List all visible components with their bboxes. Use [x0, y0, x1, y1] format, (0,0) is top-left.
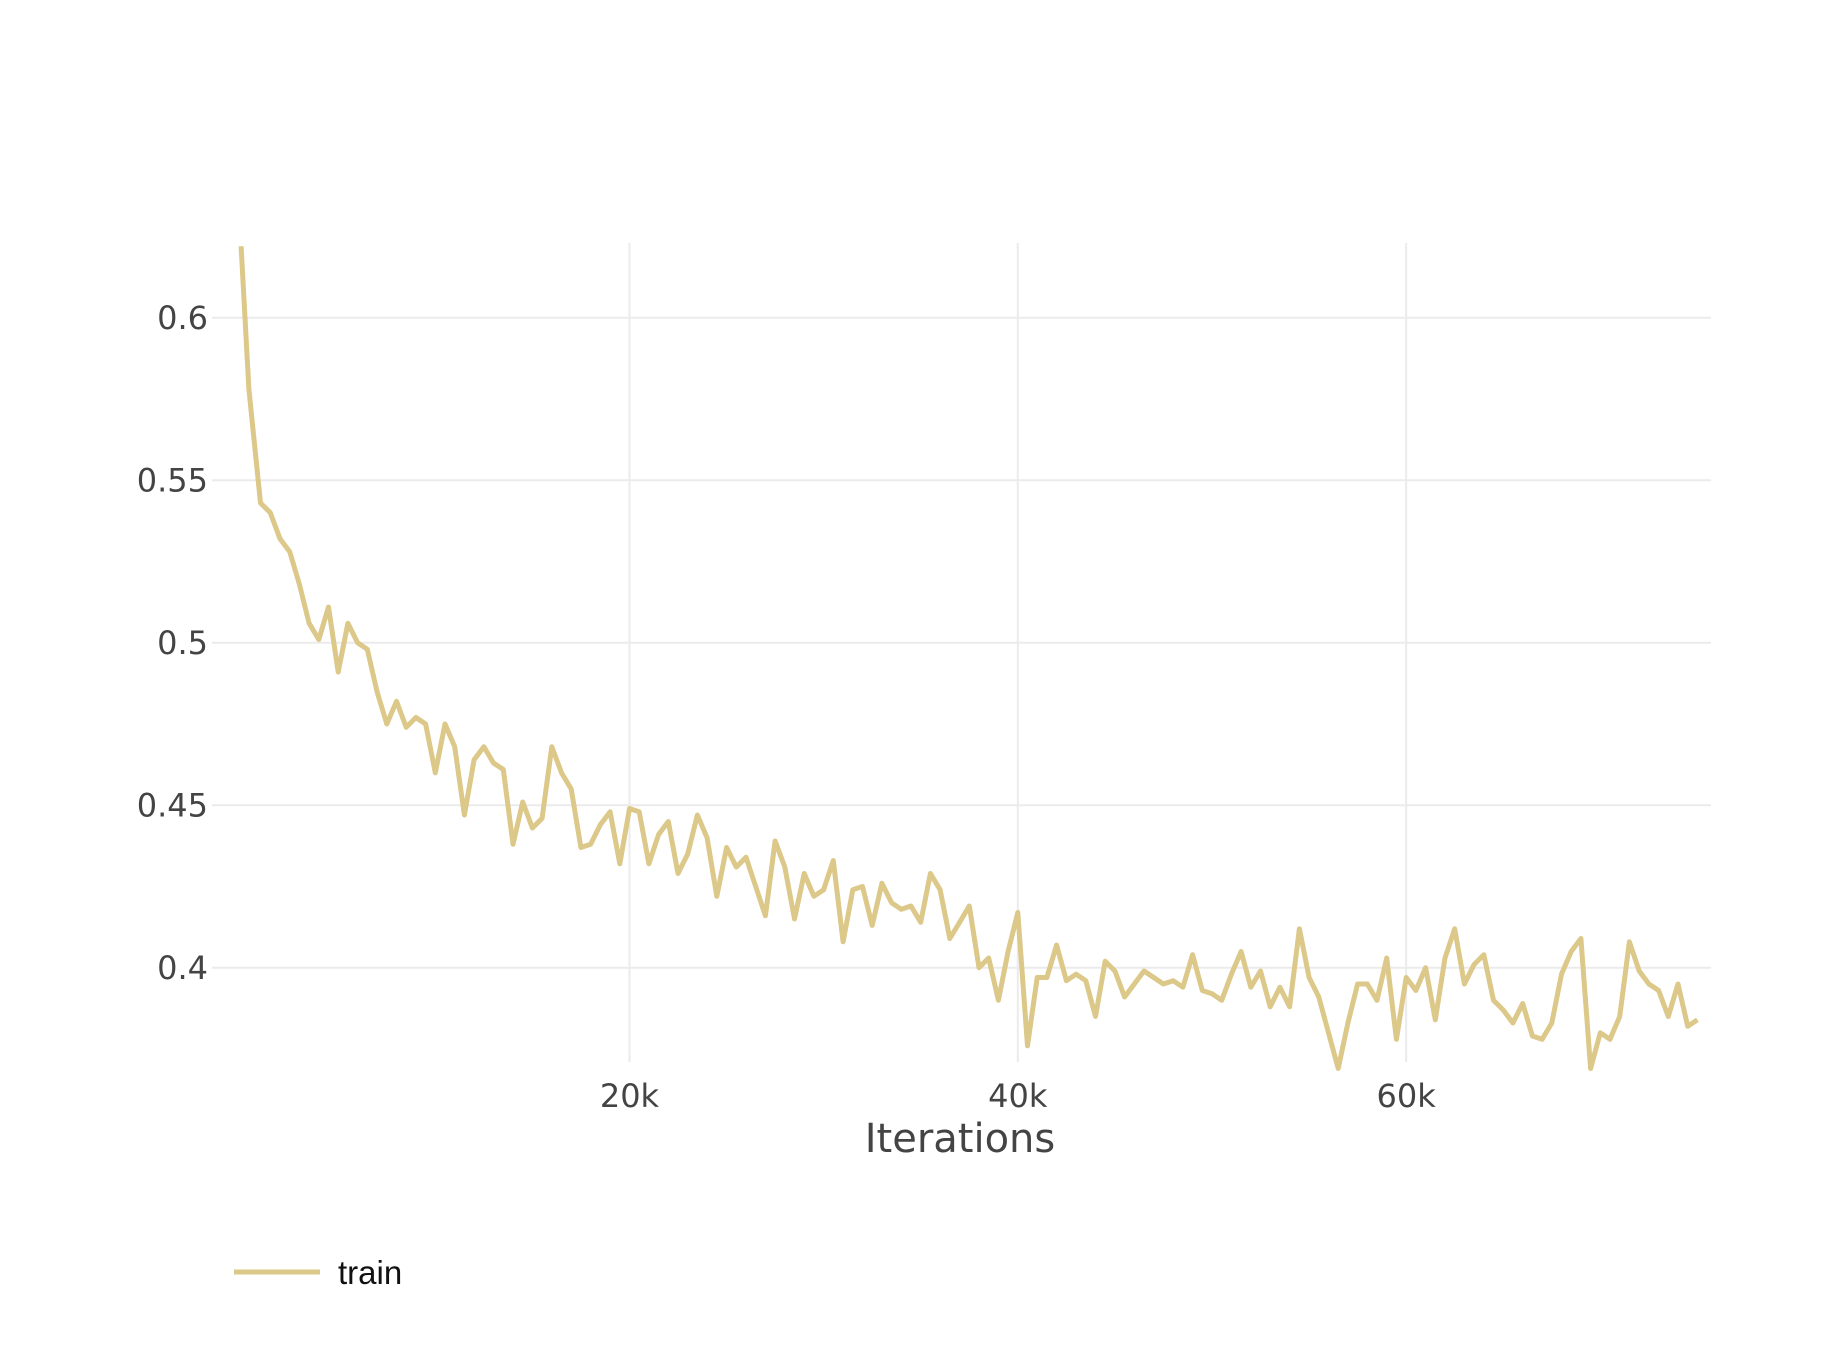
y-tick-label: 0.55 [137, 461, 208, 499]
x-tick-label: 40k [988, 1077, 1048, 1115]
x-tick-label: 20k [600, 1077, 660, 1115]
x-axis-title: Iterations [865, 1116, 1056, 1162]
legend[interactable]: train [234, 1254, 402, 1291]
y-tick-label: 0.6 [157, 299, 208, 337]
y-tick-label: 0.4 [157, 949, 208, 987]
series-layer [238, 246, 1699, 1071]
y-tick-labels: 0.4 0.45 0.5 0.55 0.6 [137, 299, 208, 987]
x-tick-labels: 20k 40k 60k [600, 1077, 1436, 1115]
legend-label-train[interactable]: train [338, 1254, 402, 1291]
y-tick-label: 0.45 [137, 786, 208, 824]
y-gridlines [212, 316, 1711, 969]
y-tick-label: 0.5 [157, 624, 208, 662]
series-line-train[interactable] [238, 246, 1699, 1071]
x-tick-label: 60k [1377, 1077, 1437, 1115]
